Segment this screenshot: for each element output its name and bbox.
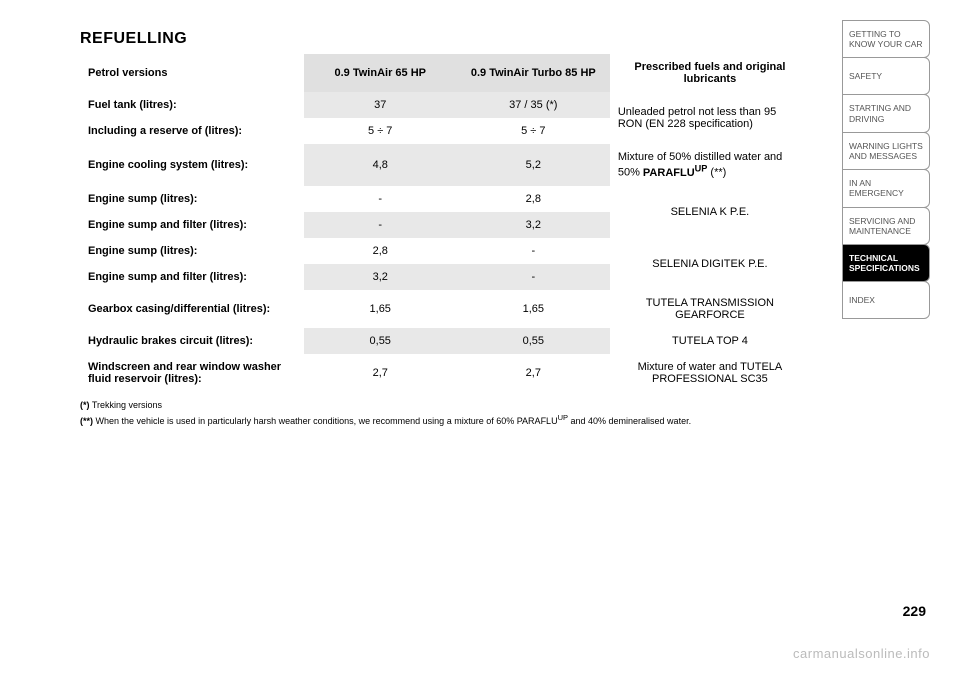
row-label: Engine sump (litres): [80, 238, 304, 264]
cell-value: 1,65 [304, 290, 457, 328]
footnote-1-marker: (*) [80, 400, 90, 410]
cell-value: 0,55 [457, 328, 610, 354]
page-number: 229 [903, 603, 926, 619]
cell-value: 5 ÷ 7 [304, 118, 457, 144]
cell-value: 1,65 [457, 290, 610, 328]
cell-recommendation: SELENIA K P.E. [610, 186, 810, 238]
footnote-2-marker: (**) [80, 416, 93, 426]
page-content: REFUELLING Petrol versions 0.9 TwinAir 6… [0, 0, 840, 440]
cell-value: - [304, 212, 457, 238]
cell-value: 2,8 [457, 186, 610, 212]
section-heading: REFUELLING [80, 30, 810, 48]
cell-value: - [304, 186, 457, 212]
sidebar-tab[interactable]: SERVICING AND MAINTENANCE [842, 207, 930, 245]
th-col2: 0.9 TwinAir Turbo 85 HP [457, 54, 610, 92]
cell-value: 37 [304, 92, 457, 118]
row-label: Including a reserve of (litres): [80, 118, 304, 144]
cell-value: 3,2 [304, 264, 457, 290]
sidebar-tab[interactable]: STARTING AND DRIVING [842, 94, 930, 132]
cell-value: 4,8 [304, 144, 457, 186]
footnote-2: (**) When the vehicle is used in particu… [80, 413, 810, 428]
row-label: Engine sump and filter (litres): [80, 212, 304, 238]
sidebar-tab[interactable]: TECHNICAL SPECIFICATIONS [842, 244, 930, 282]
cell-value: 5 ÷ 7 [457, 118, 610, 144]
cell-value: 5,2 [457, 144, 610, 186]
row-label: Engine sump and filter (litres): [80, 264, 304, 290]
cell-value: 2,8 [304, 238, 457, 264]
row-label: Hydraulic brakes circuit (litres): [80, 328, 304, 354]
row-label: Engine sump (litres): [80, 186, 304, 212]
sidebar-tab[interactable]: INDEX [842, 281, 930, 319]
sidebar-tab[interactable]: WARNING LIGHTS AND MESSAGES [842, 132, 930, 170]
th-col3: Prescribed fuels and original lubricants [610, 54, 810, 92]
footnote-1-text: Trekking versions [92, 400, 162, 410]
cell-value: 2,7 [457, 354, 610, 392]
cell-recommendation: SELENIA DIGITEK P.E. [610, 238, 810, 290]
row-label: Gearbox casing/differential (litres): [80, 290, 304, 328]
refuelling-table: Petrol versions 0.9 TwinAir 65 HP 0.9 Tw… [80, 54, 810, 392]
sidebar-tabs: GETTING TO KNOW YOUR CARSAFETYSTARTING A… [842, 20, 930, 318]
cell-value: - [457, 238, 610, 264]
sidebar-tab[interactable]: GETTING TO KNOW YOUR CAR [842, 20, 930, 58]
cell-value: 3,2 [457, 212, 610, 238]
cell-recommendation: Mixture of water and TUTELA PROFESSIONAL… [610, 354, 810, 392]
th-col1: 0.9 TwinAir 65 HP [304, 54, 457, 92]
footnote-1: (*) Trekking versions [80, 400, 810, 412]
sidebar-tab[interactable]: IN AN EMERGENCY [842, 169, 930, 207]
cell-recommendation: TUTELA TRANSMISSION GEARFORCE [610, 290, 810, 328]
cell-value: - [457, 264, 610, 290]
cell-recommendation: TUTELA TOP 4 [610, 328, 810, 354]
cell-value: 0,55 [304, 328, 457, 354]
footnote-2-text: When the vehicle is used in particularly… [96, 416, 692, 426]
cell-recommendation: Mixture of 50% distilled water and 50% P… [610, 144, 810, 186]
cell-value: 37 / 35 (*) [457, 92, 610, 118]
cell-value: 2,7 [304, 354, 457, 392]
row-label: Engine cooling system (litres): [80, 144, 304, 186]
cell-recommendation: Unleaded petrol not less than 95 RON (EN… [610, 92, 810, 144]
sidebar-tab[interactable]: SAFETY [842, 57, 930, 95]
row-label: Fuel tank (litres): [80, 92, 304, 118]
footnotes: (*) Trekking versions (**) When the vehi… [80, 400, 810, 428]
th-petrol-versions: Petrol versions [80, 54, 304, 92]
watermark: carmanualsonline.info [793, 646, 930, 661]
row-label: Windscreen and rear window washer fluid … [80, 354, 304, 392]
